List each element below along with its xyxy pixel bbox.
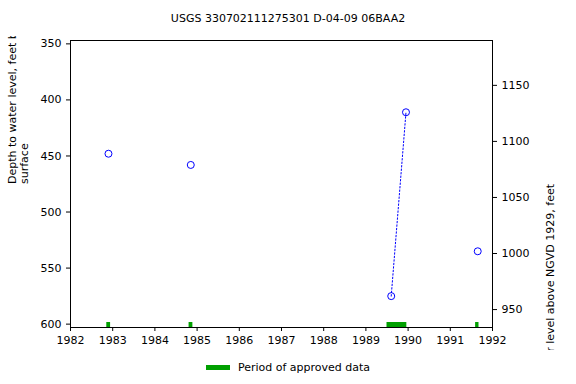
- svg-text:1150: 1150: [502, 79, 530, 92]
- svg-text:1992: 1992: [479, 334, 507, 347]
- svg-text:500: 500: [41, 206, 62, 219]
- svg-text:Groundwater level above NGVD 1: Groundwater level above NGVD 1929, feet: [544, 183, 557, 350]
- svg-text:1983: 1983: [99, 334, 127, 347]
- svg-text:1991: 1991: [436, 334, 464, 347]
- svg-text:1989: 1989: [352, 334, 380, 347]
- svg-text:400: 400: [41, 93, 62, 106]
- svg-text:550: 550: [41, 262, 62, 275]
- svg-text:350: 350: [41, 37, 62, 50]
- svg-text:1985: 1985: [183, 334, 211, 347]
- svg-text:950: 950: [502, 303, 523, 316]
- svg-text:1982: 1982: [57, 334, 85, 347]
- svg-text:1000: 1000: [502, 247, 530, 260]
- svg-text:450: 450: [41, 149, 62, 162]
- svg-text:1987: 1987: [268, 334, 296, 347]
- svg-text:1050: 1050: [502, 191, 530, 204]
- html-text:USGS 330702111275301 D-04-09 0: USGS 330702111275301 D-04-09 06BAA2: [170, 12, 406, 25]
- svg-text:1990: 1990: [394, 334, 422, 347]
- svg-text:1100: 1100: [502, 135, 530, 148]
- svg-text:1986: 1986: [225, 334, 253, 347]
- svg-text:600: 600: [41, 318, 62, 331]
- svg-text:1984: 1984: [141, 334, 169, 347]
- svg-text:Depth to water level, feet bel: Depth to water level, feet below landsur…: [6, 36, 31, 184]
- svg-text:1988: 1988: [310, 334, 338, 347]
- html-text:Period of approved data: Period of approved data: [237, 360, 371, 374]
